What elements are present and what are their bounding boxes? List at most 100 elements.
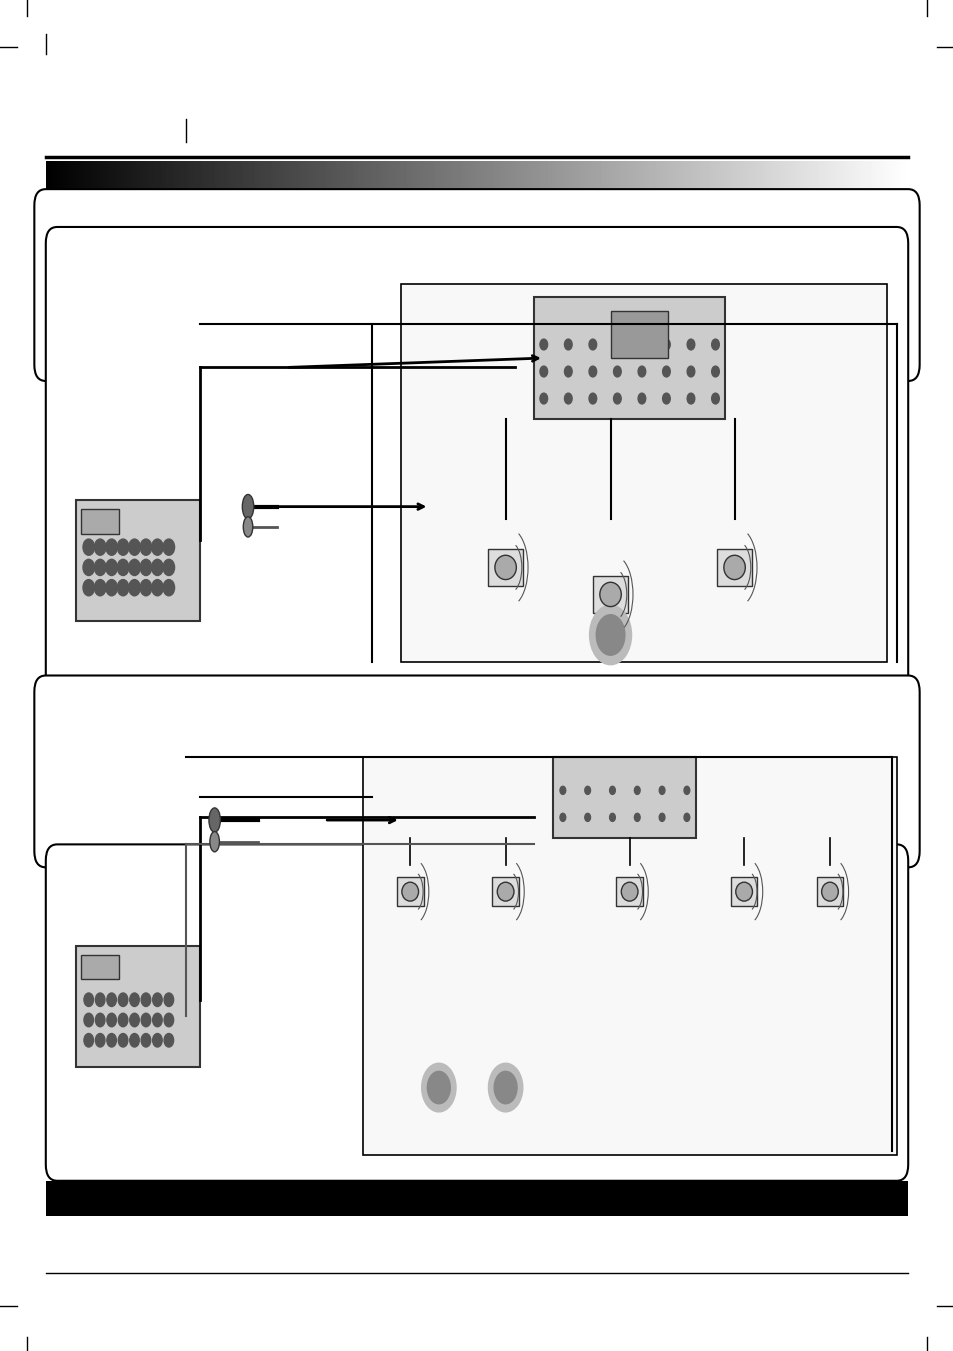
- Circle shape: [129, 539, 140, 555]
- Ellipse shape: [735, 882, 752, 901]
- Circle shape: [152, 1013, 162, 1027]
- Circle shape: [140, 580, 152, 596]
- Circle shape: [152, 1034, 162, 1047]
- Ellipse shape: [243, 516, 253, 538]
- Circle shape: [95, 1013, 105, 1027]
- FancyBboxPatch shape: [34, 189, 919, 381]
- Ellipse shape: [495, 555, 516, 580]
- Circle shape: [421, 1063, 456, 1112]
- Circle shape: [686, 339, 694, 350]
- Bar: [610, 311, 667, 358]
- Ellipse shape: [620, 882, 638, 901]
- FancyBboxPatch shape: [46, 227, 907, 692]
- Circle shape: [84, 1013, 93, 1027]
- Circle shape: [130, 1034, 139, 1047]
- Ellipse shape: [401, 882, 418, 901]
- Bar: [76, 500, 200, 621]
- Circle shape: [94, 559, 106, 576]
- Circle shape: [539, 393, 547, 404]
- Ellipse shape: [599, 582, 620, 607]
- Circle shape: [152, 559, 163, 576]
- Circle shape: [141, 1034, 151, 1047]
- Ellipse shape: [209, 808, 220, 832]
- Circle shape: [118, 1034, 128, 1047]
- Circle shape: [662, 339, 670, 350]
- Circle shape: [659, 813, 664, 821]
- Circle shape: [106, 559, 117, 576]
- Circle shape: [634, 813, 639, 821]
- Circle shape: [129, 559, 140, 576]
- Bar: [816, 878, 842, 905]
- Circle shape: [564, 393, 572, 404]
- Circle shape: [164, 1013, 173, 1027]
- Circle shape: [539, 366, 547, 377]
- Circle shape: [163, 580, 174, 596]
- Circle shape: [84, 993, 93, 1006]
- Circle shape: [634, 786, 639, 794]
- Bar: [616, 878, 642, 905]
- Bar: [362, 757, 896, 1155]
- Circle shape: [118, 1013, 128, 1027]
- Circle shape: [94, 580, 106, 596]
- Bar: [593, 576, 627, 612]
- Circle shape: [584, 813, 590, 821]
- Circle shape: [613, 393, 620, 404]
- Circle shape: [118, 993, 128, 1006]
- Circle shape: [494, 1071, 517, 1104]
- Circle shape: [107, 1013, 116, 1027]
- Circle shape: [638, 366, 645, 377]
- Circle shape: [152, 993, 162, 1006]
- Circle shape: [539, 339, 547, 350]
- Circle shape: [152, 580, 163, 596]
- Circle shape: [84, 1034, 93, 1047]
- Circle shape: [584, 786, 590, 794]
- Circle shape: [152, 539, 163, 555]
- Circle shape: [83, 539, 94, 555]
- Ellipse shape: [723, 555, 744, 580]
- Circle shape: [107, 993, 116, 1006]
- Circle shape: [588, 366, 596, 377]
- Circle shape: [613, 366, 620, 377]
- Circle shape: [141, 993, 151, 1006]
- Circle shape: [163, 559, 174, 576]
- Circle shape: [117, 580, 129, 596]
- Circle shape: [589, 605, 631, 665]
- Ellipse shape: [497, 882, 514, 901]
- Bar: [553, 757, 696, 838]
- Bar: [81, 509, 119, 534]
- Circle shape: [638, 339, 645, 350]
- Circle shape: [564, 366, 572, 377]
- Circle shape: [711, 393, 719, 404]
- Circle shape: [141, 1013, 151, 1027]
- Circle shape: [130, 1013, 139, 1027]
- Circle shape: [130, 993, 139, 1006]
- Circle shape: [117, 559, 129, 576]
- Bar: [730, 878, 757, 905]
- Circle shape: [559, 786, 565, 794]
- Circle shape: [94, 539, 106, 555]
- Bar: [76, 946, 200, 1067]
- Circle shape: [95, 1034, 105, 1047]
- Circle shape: [638, 393, 645, 404]
- Circle shape: [686, 366, 694, 377]
- Ellipse shape: [242, 494, 253, 519]
- FancyBboxPatch shape: [46, 844, 907, 1181]
- Bar: [400, 284, 886, 662]
- Ellipse shape: [210, 831, 219, 852]
- Circle shape: [588, 393, 596, 404]
- Circle shape: [711, 366, 719, 377]
- Circle shape: [83, 580, 94, 596]
- Circle shape: [662, 366, 670, 377]
- Circle shape: [559, 813, 565, 821]
- Bar: [717, 549, 751, 586]
- Circle shape: [83, 559, 94, 576]
- Circle shape: [588, 339, 596, 350]
- Circle shape: [164, 1034, 173, 1047]
- Circle shape: [163, 539, 174, 555]
- Circle shape: [164, 993, 173, 1006]
- Circle shape: [683, 813, 689, 821]
- Bar: [534, 297, 724, 419]
- Bar: [46, 1181, 907, 1216]
- Bar: [81, 955, 119, 979]
- Circle shape: [488, 1063, 522, 1112]
